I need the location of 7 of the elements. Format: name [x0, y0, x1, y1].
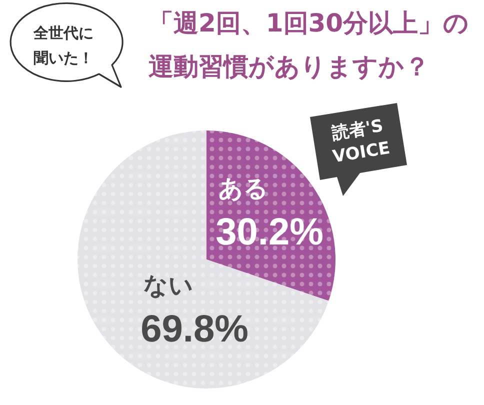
text: 全世代に聞いた！ [32, 24, 94, 68]
slice-label: ない [144, 272, 194, 300]
data-label: 30.2% [216, 212, 324, 254]
data-label: 69.8% [140, 308, 248, 350]
chart-title: 「週2回、1回30分以上」の運動習慣がありますか？ [148, 8, 470, 81]
slice-label: ある [218, 174, 268, 202]
text: 読者'S VOICE [330, 116, 392, 168]
